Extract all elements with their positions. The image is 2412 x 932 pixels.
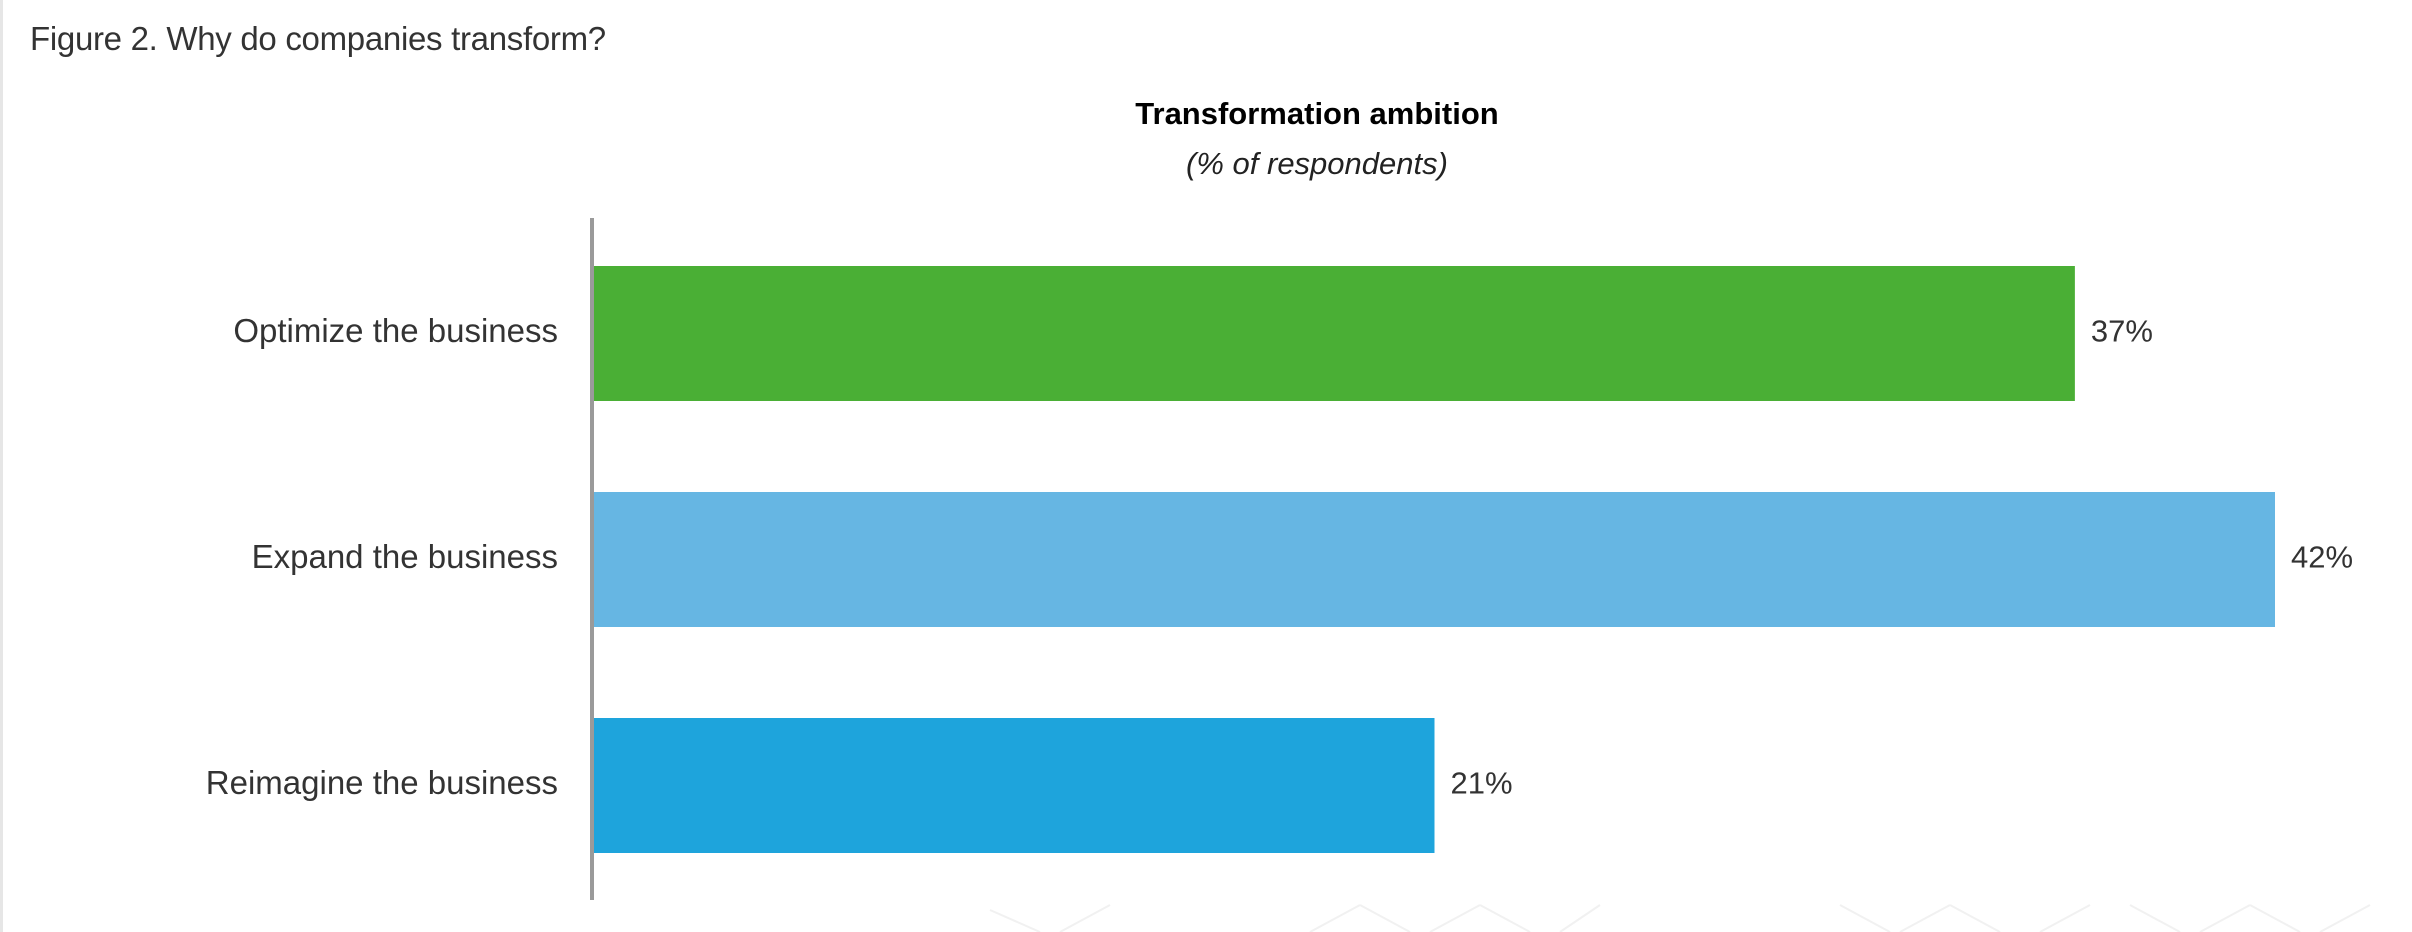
bar-2 <box>594 492 2275 627</box>
bar-1 <box>594 266 2075 401</box>
category-label-3: Reimagine the business <box>206 764 558 801</box>
background-decoration <box>989 904 2371 932</box>
category-label-2: Expand the business <box>252 538 558 575</box>
left-border <box>0 0 3 932</box>
chart-title: Transformation ambition <box>1135 96 1499 131</box>
value-label-3: 21% <box>1451 766 1513 801</box>
chart-subtitle: (% of respondents) <box>1186 146 1448 181</box>
figure-caption: Figure 2. Why do companies transform? <box>30 20 606 57</box>
bar-3 <box>594 718 1435 853</box>
value-label-2: 42% <box>2291 540 2353 575</box>
category-label-1: Optimize the business <box>233 312 558 349</box>
value-label-1: 37% <box>2091 314 2153 349</box>
